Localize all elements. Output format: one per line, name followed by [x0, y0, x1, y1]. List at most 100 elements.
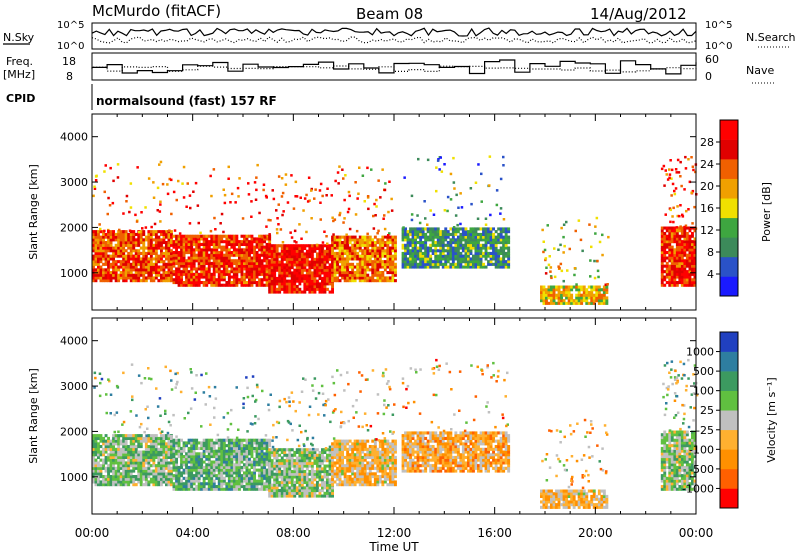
- echo-cell: [154, 246, 158, 250]
- echo-cell: [124, 450, 128, 454]
- echo-cell: [152, 455, 156, 459]
- echo-cell: [361, 260, 365, 264]
- echo-cell: [205, 474, 209, 478]
- echo-cell: [331, 273, 334, 277]
- echo-cell: [243, 471, 246, 475]
- scatter-cell: [384, 235, 387, 239]
- echo-cell: [102, 268, 105, 272]
- echo-cell: [263, 264, 266, 268]
- echo-cell: [102, 271, 105, 275]
- echo-cell: [232, 449, 236, 453]
- echo-cell: [273, 260, 277, 264]
- echo-cell: [477, 254, 480, 258]
- scatter-cell: [418, 221, 422, 225]
- echo-cell: [333, 265, 337, 269]
- echo-cell: [487, 235, 490, 239]
- echo-cell: [567, 299, 571, 303]
- echo-cell: [378, 279, 382, 283]
- echo-cell: [685, 270, 689, 274]
- scatter-cell: [375, 205, 378, 208]
- echo-cell: [149, 442, 153, 446]
- echo-cell: [217, 468, 221, 472]
- echo-cell: [346, 279, 350, 283]
- echo-cell: [331, 235, 334, 239]
- echo-cell: [421, 254, 425, 258]
- scatter-cell: [258, 211, 261, 215]
- echo-cell: [212, 460, 216, 464]
- echo-cell: [499, 232, 503, 236]
- echo-cell: [129, 279, 133, 283]
- echo-cell: [187, 460, 191, 464]
- echo-cell: [107, 453, 110, 457]
- echo-cell: [582, 285, 586, 289]
- echo-cell: [456, 227, 460, 231]
- echo-cell: [149, 447, 153, 451]
- echo-cell: [285, 246, 289, 250]
- echo-cell: [104, 254, 108, 258]
- echo-cell: [215, 237, 219, 241]
- echo-cell: [114, 466, 118, 470]
- echo-cell: [366, 260, 370, 264]
- echo-cell: [232, 476, 236, 480]
- echo-cell: [467, 246, 470, 250]
- echo-cell: [124, 265, 128, 269]
- echo-cell: [441, 243, 445, 247]
- echo-cell: [144, 246, 148, 250]
- echo-cell: [489, 230, 493, 234]
- echo-cell: [220, 256, 224, 260]
- echo-cell: [290, 271, 294, 275]
- scatter-cell: [257, 417, 260, 421]
- echo-cell: [416, 251, 420, 255]
- echo-cell: [127, 254, 131, 258]
- echo-cell: [167, 453, 171, 457]
- echo-cell: [323, 244, 327, 248]
- echo-cell: [187, 237, 191, 241]
- echo-cell: [245, 463, 249, 467]
- echo-cell: [675, 264, 679, 268]
- echo-cell: [210, 283, 214, 287]
- echo-cell: [144, 268, 148, 272]
- scatter-cell: [164, 412, 167, 415]
- echo-cell: [429, 230, 433, 234]
- echo-cell: [180, 251, 183, 255]
- echo-cell: [456, 230, 460, 234]
- echo-cell: [187, 234, 191, 238]
- echo-cell: [195, 275, 199, 279]
- echo-cell: [305, 260, 309, 264]
- echo-cell: [102, 235, 105, 239]
- echo-cell: [351, 243, 355, 247]
- echo-cell: [670, 272, 674, 276]
- echo-cell: [260, 446, 264, 450]
- echo-cell: [202, 253, 206, 257]
- echo-cell: [192, 253, 196, 257]
- echo-cell: [152, 279, 156, 283]
- echo-cell: [192, 275, 196, 279]
- echo-cell: [165, 475, 168, 479]
- colorbar-segment: [720, 276, 738, 297]
- echo-cell: [170, 243, 173, 247]
- echo-cell: [298, 257, 302, 261]
- echo-cell: [331, 243, 334, 247]
- echo-cell: [265, 259, 269, 263]
- scatter-cell: [293, 240, 296, 243]
- echo-cell: [170, 268, 173, 272]
- echo-cell: [688, 281, 692, 285]
- echo-cell: [99, 238, 103, 242]
- echo-cell: [404, 260, 407, 264]
- echo-cell: [129, 455, 133, 459]
- echo-cell: [227, 465, 231, 469]
- echo-cell: [162, 464, 166, 468]
- echo-cell: [414, 246, 417, 250]
- echo-cell: [459, 254, 463, 258]
- echo-cell: [160, 447, 163, 451]
- echo-cell: [300, 274, 304, 278]
- echo-cell: [474, 241, 478, 245]
- echo-cell: [268, 255, 272, 259]
- echo-cell: [467, 251, 470, 255]
- echo-cell: [265, 468, 269, 472]
- echo-cell: [489, 260, 493, 264]
- echo-cell: [165, 246, 168, 250]
- scatter-cell: [543, 248, 547, 252]
- echo-cell: [300, 246, 304, 250]
- scatter-cell: [681, 215, 685, 218]
